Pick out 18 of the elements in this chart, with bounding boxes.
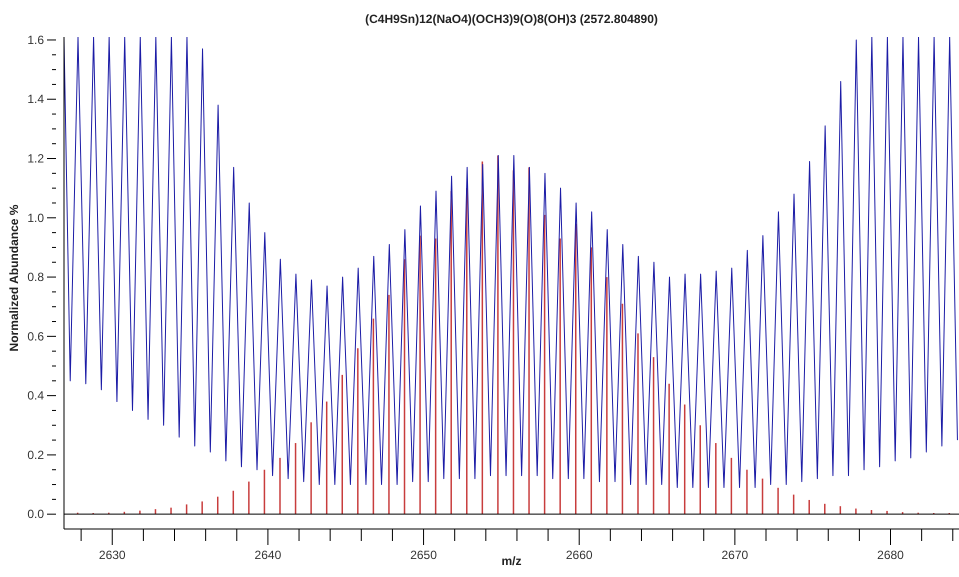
x-tick-label: 2650 xyxy=(410,548,438,562)
y-tick-label: 0.0 xyxy=(27,507,44,522)
y-tick-label: 0.4 xyxy=(27,388,44,403)
x-tick-label: 2680 xyxy=(877,548,904,562)
x-tick-label: 2640 xyxy=(254,548,282,562)
x-axis-title: m/z xyxy=(501,554,522,568)
y-tick-label: 1.6 xyxy=(27,32,44,47)
x-tick-label: 2670 xyxy=(722,548,749,562)
y-axis-title: Normalized Abundance % xyxy=(7,204,21,352)
y-tick-label: 0.6 xyxy=(27,329,44,344)
y-tick-label: 0.8 xyxy=(27,270,44,284)
y-tick-label: 1.0 xyxy=(27,210,44,225)
x-tick-label: 2630 xyxy=(98,548,126,562)
y-tick-label: 1.2 xyxy=(27,152,44,166)
y-tick-label: 1.4 xyxy=(27,92,44,106)
chart-title: (C4H9Sn)12(NaO4)(OCH3)9(O)8(OH)3 (2572.804890) xyxy=(364,12,659,26)
y-tick-label: 0.2 xyxy=(27,448,44,462)
x-tick-label: 2660 xyxy=(566,548,593,562)
